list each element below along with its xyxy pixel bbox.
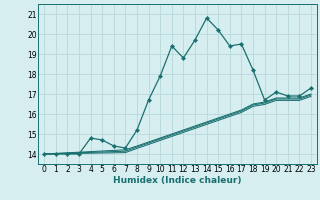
- X-axis label: Humidex (Indice chaleur): Humidex (Indice chaleur): [113, 176, 242, 185]
